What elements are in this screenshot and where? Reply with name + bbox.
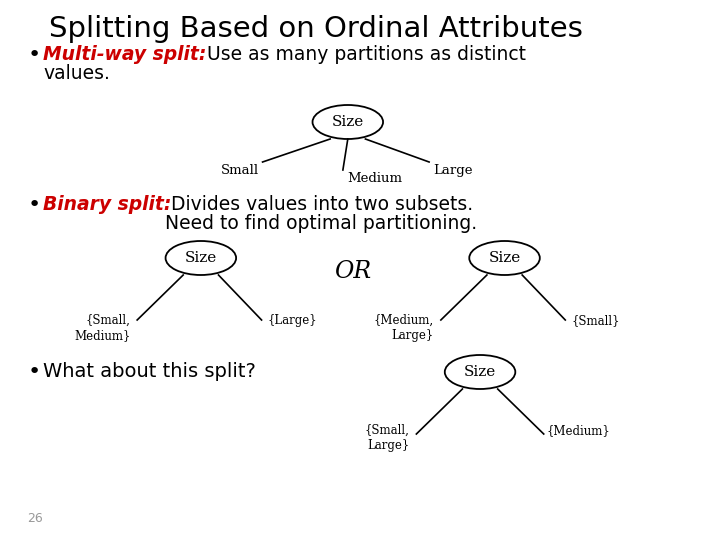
Text: Size: Size — [332, 115, 364, 129]
Text: Splitting Based on Ordinal Attributes: Splitting Based on Ordinal Attributes — [49, 15, 583, 43]
Text: Size: Size — [488, 251, 521, 265]
Text: Divides values into two subsets.: Divides values into two subsets. — [165, 195, 473, 214]
Text: {Medium,
Large}: {Medium, Large} — [374, 314, 434, 342]
Text: Binary split:: Binary split: — [43, 195, 171, 214]
Text: Size: Size — [185, 251, 217, 265]
Text: Use as many partitions as distinct: Use as many partitions as distinct — [207, 45, 526, 64]
Text: •: • — [27, 362, 41, 382]
Text: What about this split?: What about this split? — [43, 362, 256, 381]
Text: Large: Large — [433, 164, 472, 177]
Text: Size: Size — [464, 365, 496, 379]
Text: •: • — [27, 195, 41, 215]
Text: •: • — [27, 45, 41, 65]
Text: {Small}: {Small} — [571, 314, 620, 327]
Text: {Small,
Medium}: {Small, Medium} — [74, 314, 130, 342]
Text: Small: Small — [220, 164, 258, 177]
Text: 26: 26 — [27, 512, 43, 525]
Text: {Medium}: {Medium} — [546, 424, 611, 437]
Text: OR: OR — [334, 260, 372, 283]
Text: {Small,
Large}: {Small, Large} — [364, 424, 410, 452]
Text: Medium: Medium — [347, 172, 402, 185]
Text: Multi-way split:: Multi-way split: — [43, 45, 207, 64]
Text: Need to find optimal partitioning.: Need to find optimal partitioning. — [165, 214, 477, 233]
Text: values.: values. — [43, 64, 110, 83]
Text: {Large}: {Large} — [267, 314, 317, 327]
